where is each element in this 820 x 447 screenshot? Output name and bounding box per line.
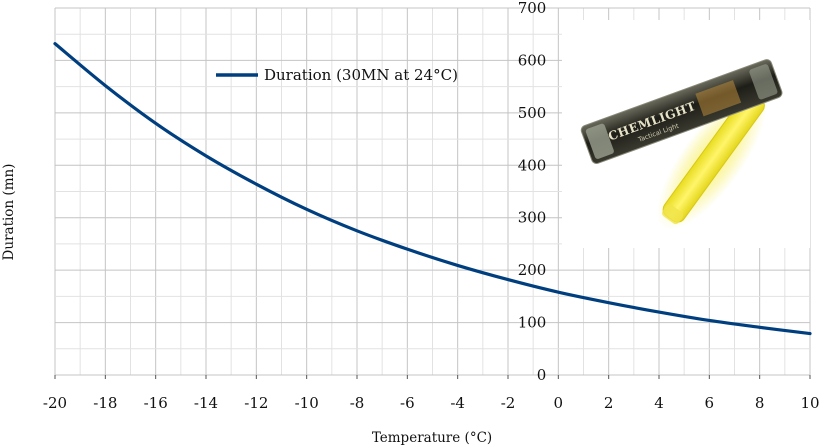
x-tick-label: -4	[450, 394, 465, 412]
axes: -20 -18 -16 -14 -12 -10 -8 -6 -4 -2 0 2 4 6 8 100100200…	[43, 0, 820, 412]
y-tick-label: 200	[518, 261, 547, 279]
y-tick-label: 600	[518, 51, 547, 69]
x-tick-label: -2	[501, 394, 516, 412]
x-tick-label: -16	[144, 394, 168, 412]
x-tick-label: -18	[93, 394, 117, 412]
series-lines	[53, 42, 812, 336]
y-axis-label: Duration (mn)	[1, 164, 17, 261]
x-tick-label: -10	[295, 394, 319, 412]
x-tick-label: 6	[705, 394, 715, 412]
x-axis-label: Temperature (°C)	[372, 430, 492, 446]
y-tick-label: 500	[518, 104, 547, 122]
chemlight-glow-stick-photo: CHEMLIGHT Tactical Light	[562, 20, 810, 248]
y-tick-label: 300	[518, 209, 547, 227]
x-tick-label: -8	[350, 394, 365, 412]
x-tick-label: 4	[654, 394, 664, 412]
x-tick-label: 10	[800, 394, 819, 412]
x-tick-label: 2	[604, 394, 614, 412]
legend-label: Duration (30MN at 24°C)	[264, 66, 458, 84]
legend: Duration (30MN at 24°C)	[216, 66, 458, 84]
x-tick-label: 0	[554, 394, 564, 412]
x-tick-label: -20	[43, 394, 67, 412]
y-tick-label: 700	[518, 0, 547, 17]
series-line-duration	[53, 42, 812, 336]
x-tick-label: -12	[244, 394, 268, 412]
x-tick-label: 8	[755, 394, 765, 412]
x-tick-label: -14	[194, 394, 218, 412]
y-tick-label: 0	[537, 366, 547, 384]
x-tick-label: -6	[400, 394, 415, 412]
y-tick-label: 400	[518, 156, 547, 174]
y-tick-label: 100	[518, 314, 547, 332]
